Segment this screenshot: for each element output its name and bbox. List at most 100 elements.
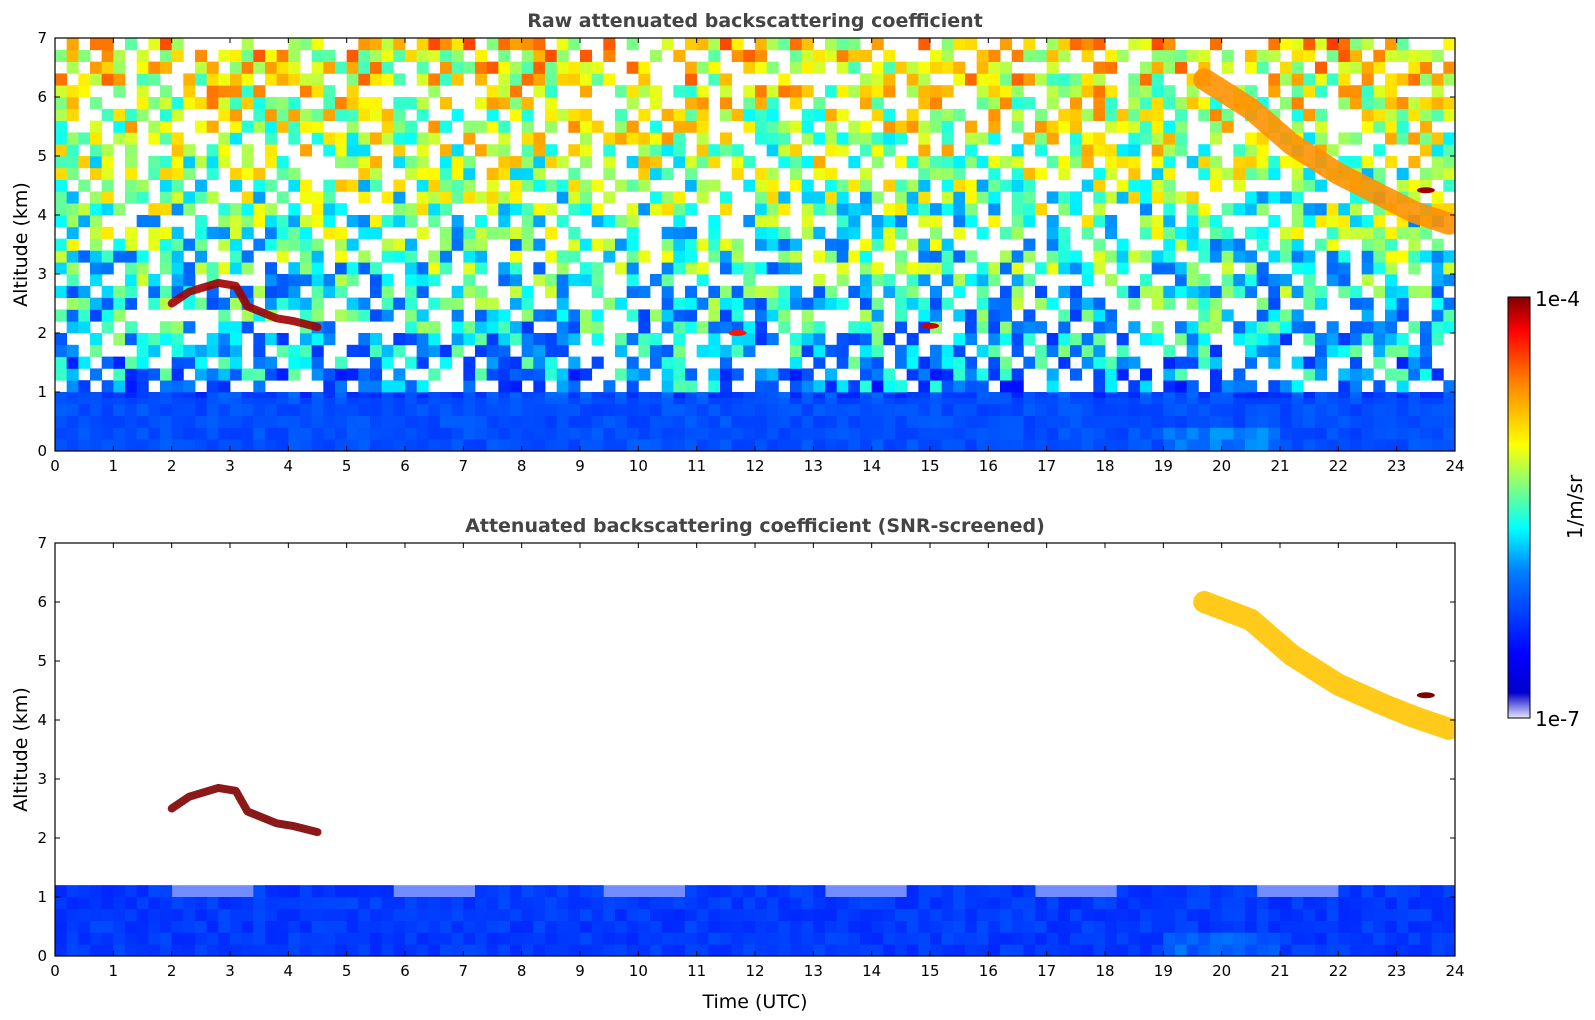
heatmap-cell: [533, 61, 546, 74]
heatmap-cell: [918, 85, 931, 98]
heatmap-cell: [965, 274, 978, 287]
heatmap-cell: [976, 262, 989, 275]
heatmap-cell: [766, 61, 779, 74]
heatmap-cell: [300, 120, 313, 133]
heatmap-cell: [895, 61, 908, 74]
heatmap-cell: [860, 333, 873, 346]
heatmap-cell: [66, 38, 79, 51]
heatmap-cell: [1011, 297, 1024, 310]
heatmap-cell: [370, 226, 383, 239]
heatmap-cell: [1431, 144, 1444, 157]
heatmap-cell: [1291, 38, 1304, 51]
heatmap-cell: [253, 333, 266, 346]
heatmap-cell: [1081, 274, 1094, 287]
heatmap-cell: [1291, 167, 1304, 180]
heatmap-cell: [311, 61, 324, 74]
heatmap-cell: [358, 344, 371, 357]
heatmap-cell: [346, 49, 359, 62]
heatmap-cell: [591, 285, 604, 298]
heatmap-cell: [696, 132, 709, 145]
heatmap-cell: [1245, 250, 1258, 263]
heatmap-cell: [568, 380, 581, 393]
heatmap-cell: [1093, 191, 1106, 204]
heatmap-cell: [1291, 61, 1304, 74]
heatmap-cell: [136, 262, 149, 275]
heatmap-cell: [1011, 73, 1024, 86]
heatmap-cell: [626, 274, 639, 287]
heatmap-cell: [1000, 97, 1013, 110]
heatmap-cell: [1070, 368, 1083, 381]
heatmap-cell: [965, 321, 978, 334]
heatmap-cell: [230, 132, 243, 145]
heatmap-cell: [1175, 132, 1188, 145]
heatmap-cell: [1070, 73, 1083, 86]
heatmap-cell: [1443, 262, 1455, 275]
heatmap-cell: [696, 297, 709, 310]
heatmap-cell: [1175, 356, 1188, 369]
heatmap-cell: [1350, 333, 1363, 346]
heatmap-cell: [1140, 250, 1153, 263]
heatmap-cell: [1023, 73, 1036, 86]
heatmap-cell: [1233, 285, 1246, 298]
heatmap-cell: [1128, 356, 1141, 369]
heatmap-cell: [1291, 191, 1304, 204]
heatmap-cell: [545, 203, 558, 216]
heatmap-cell: [708, 285, 721, 298]
heatmap-cell: [1116, 49, 1129, 62]
heatmap-cell: [930, 156, 943, 169]
heatmap-cell: [498, 262, 511, 275]
heatmap-cell: [941, 297, 954, 310]
heatmap-cell: [568, 191, 581, 204]
heatmap-cell: [568, 226, 581, 239]
heatmap-cell: [416, 61, 429, 74]
heatmap-cell: [1268, 49, 1281, 62]
heatmap-cell: [160, 97, 173, 110]
heatmap-cell: [836, 356, 849, 369]
heatmap-cell: [78, 132, 91, 145]
heatmap-cell: [696, 191, 709, 204]
heatmap-cell: [1128, 120, 1141, 133]
heatmap-cell: [160, 108, 173, 121]
heatmap-cell: [346, 156, 359, 169]
heatmap-cell: [125, 368, 138, 381]
heatmap-cell: [276, 191, 289, 204]
heatmap-cell: [976, 179, 989, 192]
heatmap-cell: [241, 368, 254, 381]
heatmap-cell: [883, 333, 896, 346]
heatmap-cell: [556, 156, 569, 169]
heatmap-cell: [1011, 321, 1024, 334]
heatmap-cell: [463, 156, 476, 169]
heatmap-cell: [1350, 215, 1363, 228]
heatmap-cell: [545, 144, 558, 157]
heatmap-cell: [615, 297, 628, 310]
heatmap-cell: [1081, 297, 1094, 310]
heatmap-cell: [1303, 333, 1316, 346]
heatmap-cell: [871, 108, 884, 121]
heatmap-cell: [1058, 120, 1071, 133]
heatmap-cell: [580, 120, 593, 133]
heatmap-cell: [1210, 250, 1223, 263]
heatmap-cell: [1116, 120, 1129, 133]
heatmap-cell: [113, 132, 126, 145]
heatmap-cell: [1385, 333, 1398, 346]
heatmap-cell: [1361, 238, 1374, 251]
heatmap-cell: [1350, 356, 1363, 369]
heatmap-cell: [230, 226, 243, 239]
heatmap-cell: [463, 321, 476, 334]
heatmap-cell: [1245, 356, 1258, 369]
heatmap-cell: [895, 297, 908, 310]
heatmap-cell: [638, 156, 651, 169]
heatmap-cell: [1105, 85, 1118, 98]
heatmap-cell: [1233, 179, 1246, 192]
heatmap-cell: [918, 262, 931, 275]
heatmap-cell: [183, 356, 196, 369]
heatmap-cell: [673, 156, 686, 169]
heatmap-cell: [860, 344, 873, 357]
heatmap-cell: [206, 97, 219, 110]
heatmap-cell: [416, 333, 429, 346]
heatmap-cell: [953, 274, 966, 287]
heatmap-cell: [405, 321, 418, 334]
heatmap-cell: [101, 226, 114, 239]
heatmap-cell: [160, 61, 173, 74]
heatmap-cell: [1256, 226, 1269, 239]
